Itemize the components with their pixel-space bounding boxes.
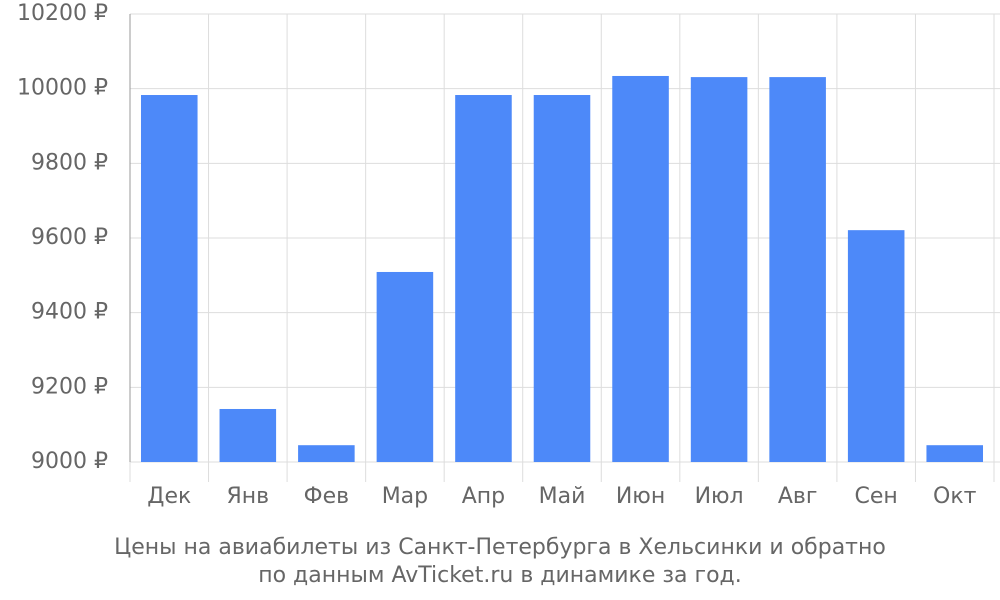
y-tick-label: 10000 ₽: [17, 76, 108, 101]
caption-line: по данным AvTicket.ru в динамике за год.: [258, 563, 742, 588]
x-tick-label: Июл: [695, 484, 744, 509]
bar: [926, 445, 984, 462]
bar: [612, 75, 669, 463]
x-tick-label: Фев: [304, 484, 349, 509]
bar: [847, 230, 905, 462]
bar: [140, 95, 198, 462]
y-tick-label: 10200 ₽: [17, 1, 108, 26]
x-tick-label: Янв: [226, 484, 269, 509]
bar: [769, 77, 826, 463]
x-tick-label: Авг: [778, 484, 818, 509]
y-tick-label: 9000 ₽: [31, 449, 108, 474]
x-tick-label: Апр: [462, 484, 505, 509]
y-tick-label: 9400 ₽: [31, 300, 108, 325]
x-tick-label: Июн: [616, 484, 665, 509]
y-tick-label: 9800 ₽: [31, 150, 108, 175]
x-tick-label: Сен: [855, 484, 898, 509]
x-tick-label: Май: [539, 484, 586, 509]
bar: [455, 95, 512, 462]
bar: [533, 95, 591, 462]
bar: [219, 408, 277, 462]
x-tick-label: Окт: [933, 484, 977, 509]
y-tick-label: 9200 ₽: [31, 374, 108, 399]
caption-line: Цены на авиабилеты из Санкт-Петербурга в…: [114, 535, 886, 560]
x-tick-label: Мар: [382, 484, 428, 509]
bar: [376, 271, 434, 462]
x-tick-label: Дек: [147, 484, 191, 509]
bar: [690, 77, 748, 463]
y-tick-label: 9600 ₽: [31, 225, 108, 250]
bar: [298, 445, 355, 462]
